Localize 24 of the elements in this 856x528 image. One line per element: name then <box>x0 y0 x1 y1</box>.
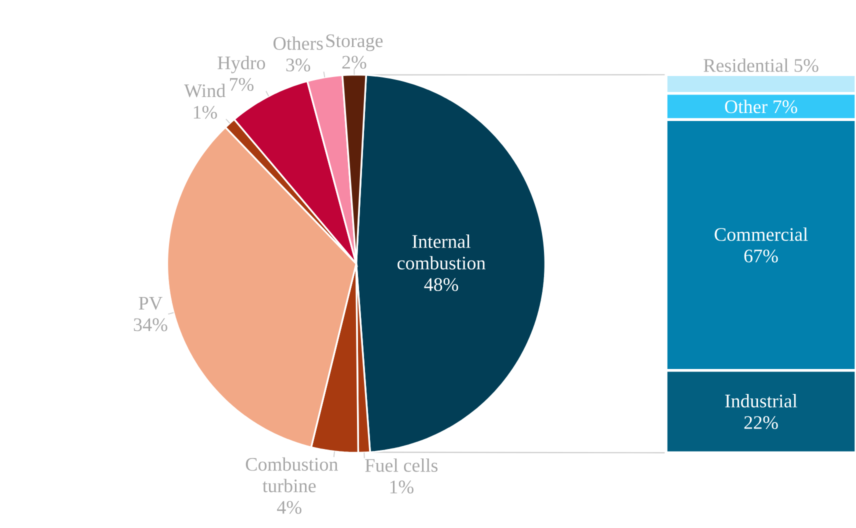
slice-label: Storage <box>326 34 383 51</box>
data-label: 5% <box>794 58 818 72</box>
data-label: 4% <box>277 500 302 514</box>
slice-label: PV <box>138 296 162 310</box>
data-label: 7% <box>230 78 254 91</box>
slice-label: Internal combustion <box>398 234 486 270</box>
data-label: 2% <box>342 56 366 69</box>
data-label: 22% <box>744 416 778 429</box>
series-label: Commercial <box>714 227 808 241</box>
series-label: Industrial <box>725 394 798 408</box>
series-label: Other <box>725 100 768 113</box>
series-label: Residential <box>704 58 788 72</box>
slice-label: Hydro <box>218 56 266 74</box>
data-label: 7% <box>774 100 798 114</box>
data-label: 3% <box>286 58 310 72</box>
data-label: 34% <box>134 318 168 332</box>
data-label: 1% <box>194 106 217 119</box>
slice-label: Fuel cells <box>365 458 438 472</box>
slice-label: Others <box>274 36 323 50</box>
slice-label: Wind <box>184 84 226 98</box>
data-label: 67% <box>744 249 778 262</box>
data-label: 48% <box>424 278 458 291</box>
data-label: 1% <box>390 480 414 494</box>
slice-label: Combustion turbine <box>246 457 338 492</box>
